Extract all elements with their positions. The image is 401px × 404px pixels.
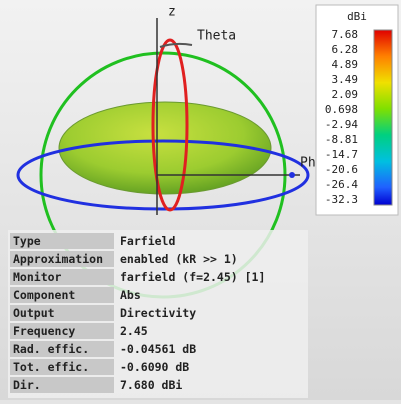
colorbar xyxy=(373,29,393,206)
row-value: 2.45 xyxy=(120,324,148,338)
row-label: Output xyxy=(13,306,55,320)
row-value: -0.04561 dB xyxy=(120,342,196,356)
row-label: Frequency xyxy=(13,324,75,338)
row-value: Abs xyxy=(120,288,141,302)
row-value: Directivity xyxy=(120,306,196,320)
row-value: enabled (kR >> 1) xyxy=(120,252,238,266)
label-cell xyxy=(10,359,114,375)
colorbar-label: 6.28 xyxy=(332,43,359,56)
row-label: Monitor xyxy=(13,270,62,284)
row-value: 7.680 dBi xyxy=(120,378,182,392)
row-label: Type xyxy=(13,234,41,248)
z-label: z xyxy=(168,5,176,20)
theta-label: Theta xyxy=(197,29,236,44)
colorbar-label: -2.94 xyxy=(325,118,358,131)
colorbar-unit: dBi xyxy=(347,10,367,23)
colorbar-label: -26.4 xyxy=(325,178,358,191)
colorbar-label: 2.09 xyxy=(332,88,359,101)
label-cell xyxy=(10,287,114,303)
phi-marker xyxy=(289,172,295,178)
colorbar-label: 0.698 xyxy=(325,103,358,116)
label-cell xyxy=(10,305,114,321)
row-label: Rad. effic. xyxy=(13,342,89,356)
label-cell xyxy=(10,377,114,393)
label-cell xyxy=(10,323,114,339)
colorbar-label: -14.7 xyxy=(325,148,358,161)
label-cell xyxy=(10,233,114,249)
row-value: farfield (f=2.45) [1] xyxy=(120,270,265,284)
row-value: -0.6090 dB xyxy=(120,360,189,374)
colorbar-label: -20.6 xyxy=(325,163,358,176)
colorbar-label: -8.81 xyxy=(325,133,358,146)
colorbar-label: 3.49 xyxy=(332,73,359,86)
radiation-pattern xyxy=(58,101,272,195)
theta-arrow xyxy=(159,42,193,48)
row-label: Component xyxy=(13,288,75,302)
row-label: Tot. effic. xyxy=(13,360,89,374)
row-label: Dir. xyxy=(13,378,41,392)
colorbar-label: 7.68 xyxy=(332,28,359,41)
label-cell xyxy=(10,341,114,357)
colorbar-label: 4.89 xyxy=(332,58,359,71)
label-cell xyxy=(10,251,114,267)
row-label: Approximation xyxy=(13,252,103,266)
colorbar-label: -32.3 xyxy=(325,193,358,206)
row-value: Farfield xyxy=(120,234,175,248)
label-cell xyxy=(10,269,114,285)
theta-circle xyxy=(151,38,189,212)
equator-circle xyxy=(16,139,310,211)
